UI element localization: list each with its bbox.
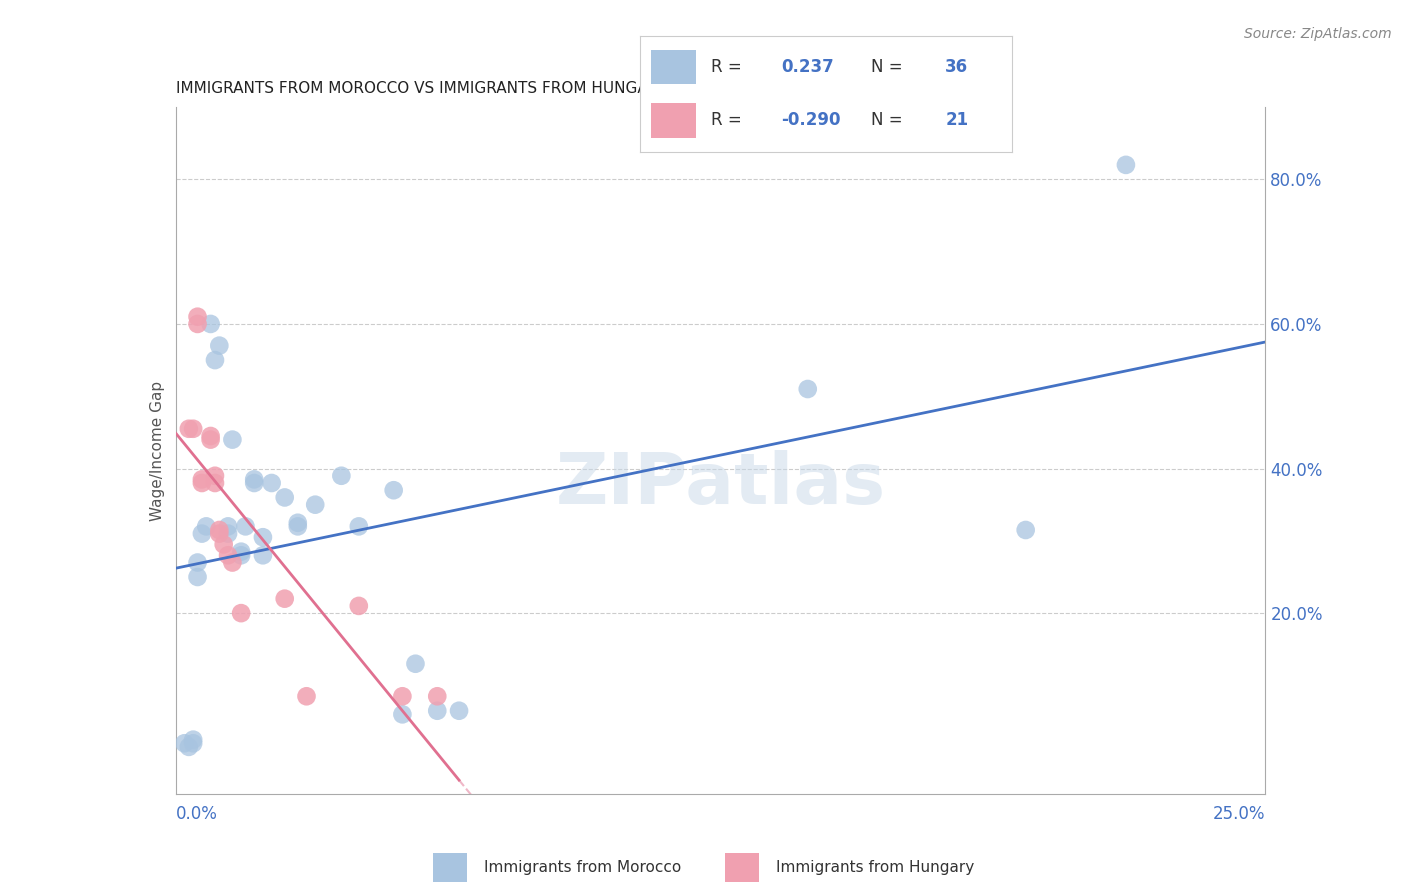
Point xyxy=(252,549,274,563)
Point xyxy=(287,519,309,533)
Point xyxy=(426,704,449,718)
Point xyxy=(181,422,204,436)
Text: Source: ZipAtlas.com: Source: ZipAtlas.com xyxy=(1244,27,1392,41)
Point xyxy=(208,523,231,537)
Point xyxy=(191,475,214,490)
Point xyxy=(260,475,283,490)
Point xyxy=(177,422,200,436)
Point xyxy=(217,549,239,563)
Point xyxy=(252,530,274,544)
Point xyxy=(231,549,253,563)
Point xyxy=(391,690,413,704)
Point xyxy=(186,570,209,584)
Point xyxy=(295,690,318,704)
FancyBboxPatch shape xyxy=(725,854,759,881)
Point xyxy=(208,526,231,541)
Point xyxy=(391,707,413,722)
Point xyxy=(221,556,243,570)
FancyBboxPatch shape xyxy=(433,854,467,881)
Point xyxy=(200,317,222,331)
Point xyxy=(330,468,353,483)
Point xyxy=(186,556,209,570)
Point xyxy=(208,338,231,352)
Point xyxy=(274,491,297,505)
Text: Immigrants from Morocco: Immigrants from Morocco xyxy=(484,860,681,875)
Point xyxy=(200,429,222,443)
Point xyxy=(217,519,239,533)
Point xyxy=(186,310,209,324)
Point xyxy=(347,599,370,613)
Text: 21: 21 xyxy=(945,112,969,129)
Text: Immigrants from Hungary: Immigrants from Hungary xyxy=(776,860,974,875)
Text: N =: N = xyxy=(870,112,908,129)
Point xyxy=(177,739,200,754)
Point xyxy=(173,736,195,750)
FancyBboxPatch shape xyxy=(651,50,696,85)
Text: R =: R = xyxy=(710,112,747,129)
Text: 36: 36 xyxy=(945,58,969,76)
Text: 0.0%: 0.0% xyxy=(176,805,218,822)
Text: 0.237: 0.237 xyxy=(782,58,834,76)
Text: 25.0%: 25.0% xyxy=(1213,805,1265,822)
Point xyxy=(204,468,226,483)
Point xyxy=(195,519,218,533)
Point xyxy=(217,526,239,541)
Y-axis label: Wage/Income Gap: Wage/Income Gap xyxy=(149,380,165,521)
Point xyxy=(181,736,204,750)
Point xyxy=(204,353,226,368)
Point xyxy=(347,519,370,533)
Point xyxy=(191,472,214,486)
Point xyxy=(235,519,257,533)
Point xyxy=(221,433,243,447)
Point xyxy=(212,537,235,551)
Text: ZIPatlas: ZIPatlas xyxy=(555,450,886,519)
Point xyxy=(181,732,204,747)
Point xyxy=(405,657,427,671)
Point xyxy=(426,690,449,704)
Point xyxy=(231,544,253,558)
Text: IMMIGRANTS FROM MOROCCO VS IMMIGRANTS FROM HUNGARY WAGE/INCOME GAP CORRELATION C: IMMIGRANTS FROM MOROCCO VS IMMIGRANTS FR… xyxy=(176,81,990,96)
Point xyxy=(796,382,818,396)
Point xyxy=(382,483,405,498)
Text: N =: N = xyxy=(870,58,908,76)
Point xyxy=(274,591,297,606)
Point xyxy=(1115,158,1137,172)
Point xyxy=(447,704,470,718)
Point xyxy=(243,475,266,490)
Text: -0.290: -0.290 xyxy=(782,112,841,129)
Point xyxy=(186,317,209,331)
Point xyxy=(191,526,214,541)
Point xyxy=(304,498,326,512)
Text: R =: R = xyxy=(710,58,747,76)
Point xyxy=(231,606,253,620)
Point xyxy=(1015,523,1038,537)
Point xyxy=(243,472,266,486)
Point xyxy=(200,433,222,447)
Point xyxy=(287,516,309,530)
Point xyxy=(204,475,226,490)
FancyBboxPatch shape xyxy=(651,103,696,137)
